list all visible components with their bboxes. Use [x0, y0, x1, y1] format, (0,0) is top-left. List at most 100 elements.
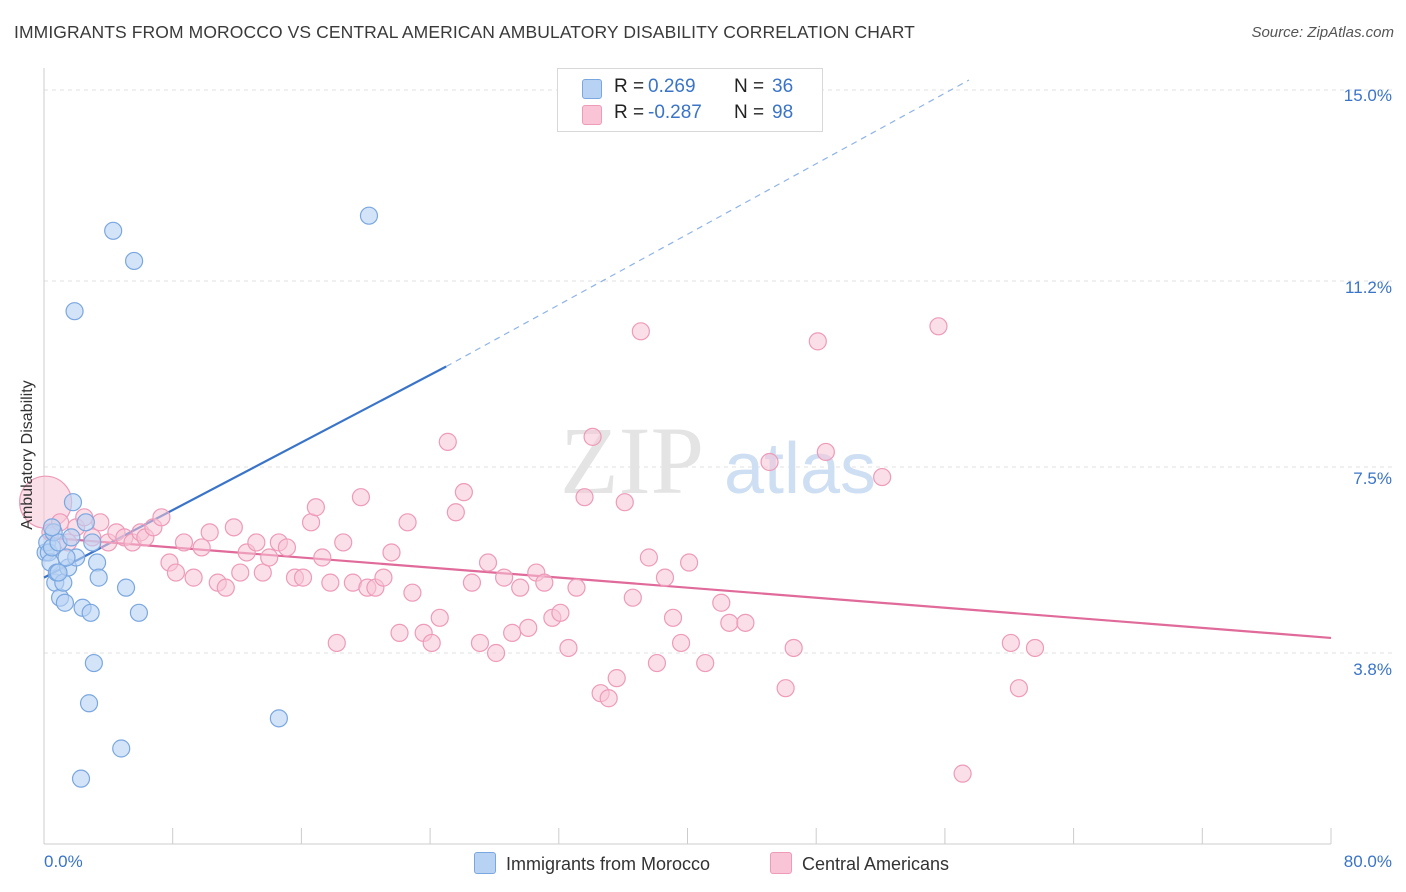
data-point-central-americans — [253, 563, 272, 582]
data-point-central-americans — [152, 508, 171, 527]
data-point-central-americans — [551, 603, 570, 622]
y-tick-label: 15.0% — [1343, 86, 1392, 105]
data-point-central-americans — [599, 689, 618, 708]
data-point-central-americans — [873, 467, 892, 487]
data-point-central-americans — [623, 588, 642, 607]
data-point-central-americans — [260, 548, 279, 567]
data-point-morocco — [65, 302, 84, 321]
data-point-central-americans — [277, 538, 297, 557]
data-point-central-americans — [559, 638, 578, 658]
data-point-morocco — [55, 593, 75, 612]
data-point-morocco — [63, 493, 83, 512]
data-point-morocco — [71, 769, 91, 788]
data-point-central-americans — [519, 618, 538, 637]
data-point-central-americans — [398, 513, 417, 532]
data-point-central-americans — [696, 653, 715, 673]
data-point-central-americans — [422, 633, 441, 653]
data-point-central-americans — [184, 568, 203, 587]
legend-swatch-pink — [582, 105, 602, 125]
legend-swatch-blue — [474, 852, 496, 874]
axes — [43, 68, 1332, 845]
data-point-central-americans — [1009, 679, 1029, 698]
y-tick-label: 3.8% — [1353, 660, 1392, 679]
data-point-central-americans — [486, 643, 506, 663]
data-point-central-americans — [503, 623, 522, 642]
data-point-central-americans — [535, 573, 554, 592]
data-point-morocco — [87, 553, 107, 572]
correlation-legend: R = 0.269 N = 36 R = -0.287 N = 98 — [557, 68, 823, 132]
series-central-americans — [19, 317, 1045, 783]
data-point-morocco — [129, 603, 149, 622]
data-point-morocco — [124, 251, 144, 271]
y-tick-label: 11.2% — [1345, 278, 1392, 297]
data-point-morocco — [84, 653, 103, 673]
trend-line-central-americans — [43, 536, 1332, 640]
data-point-central-americans — [760, 452, 779, 472]
legend-r-value: 0.269 — [648, 76, 696, 97]
data-point-central-americans — [216, 578, 235, 597]
data-point-central-americans — [374, 568, 393, 587]
data-point-central-americans — [647, 653, 667, 673]
data-point-central-americans — [671, 633, 691, 653]
legend-item-morocco: Immigrants from Morocco — [474, 852, 710, 875]
data-point-central-americans — [247, 533, 266, 552]
data-point-morocco — [104, 221, 123, 240]
data-point-central-americans — [575, 488, 594, 507]
y-axis-label: Ambulatory Disability — [19, 380, 36, 530]
data-point-central-americans — [462, 573, 482, 592]
data-point-central-americans — [174, 533, 194, 552]
legend-n-value: 36 — [772, 76, 794, 97]
data-point-central-americans — [776, 679, 795, 698]
source-label: Source: ZipAtlas.com — [1251, 24, 1394, 41]
data-point-central-americans — [382, 543, 401, 562]
data-point-central-americans — [446, 503, 465, 522]
data-point-central-americans — [231, 563, 250, 582]
legend-label: Central Americans — [802, 854, 950, 874]
data-point-central-americans — [567, 578, 586, 597]
data-point-morocco — [76, 513, 95, 532]
data-point-central-americans — [639, 548, 658, 567]
data-point-central-americans — [631, 322, 650, 341]
legend-r-label: R = — [614, 102, 645, 123]
legend-item-central-americans: Central Americans — [770, 852, 949, 875]
x-tick-label-max: 80.0% — [1343, 852, 1392, 871]
data-point-central-americans — [680, 553, 699, 572]
data-point-morocco — [79, 694, 99, 713]
data-point-central-americans — [224, 518, 243, 537]
data-point-central-americans — [663, 608, 683, 627]
legend-n-label: N = — [734, 76, 765, 97]
data-point-morocco — [81, 603, 100, 622]
legend-n-value: 98 — [772, 102, 794, 123]
data-point-morocco — [57, 548, 76, 567]
data-point-central-americans — [583, 427, 602, 446]
data-point-morocco — [49, 563, 68, 582]
chart-title: IMMIGRANTS FROM MOROCCO VS CENTRAL AMERI… — [14, 22, 915, 42]
data-point-morocco — [42, 518, 62, 537]
trend-line-morocco-extension — [445, 79, 970, 368]
data-point-central-americans — [454, 483, 473, 502]
data-point-central-americans — [293, 568, 313, 587]
data-point-central-americans — [403, 583, 422, 602]
data-point-central-americans — [334, 533, 353, 552]
series-immigrants-from-morocco — [36, 206, 379, 788]
data-point-central-americans — [390, 623, 409, 642]
data-point-central-americans — [511, 578, 530, 597]
legend-swatch-pink — [770, 852, 792, 874]
data-point-central-americans — [615, 493, 634, 512]
data-point-morocco — [83, 533, 102, 552]
data-point-central-americans — [166, 563, 186, 582]
data-point-central-americans — [655, 568, 675, 587]
legend-r-value: -0.287 — [648, 102, 702, 123]
data-point-central-americans — [808, 332, 827, 351]
legend-swatch-blue — [582, 79, 602, 99]
data-point-central-americans — [712, 593, 731, 612]
data-point-morocco — [62, 528, 81, 547]
data-point-central-americans — [784, 638, 803, 658]
data-point-morocco — [89, 568, 108, 587]
data-point-morocco — [269, 709, 288, 728]
data-point-morocco — [116, 578, 136, 597]
x-tick-label-min: 0.0% — [44, 852, 83, 871]
data-point-central-americans — [953, 764, 972, 783]
legend-label: Immigrants from Morocco — [506, 854, 711, 874]
